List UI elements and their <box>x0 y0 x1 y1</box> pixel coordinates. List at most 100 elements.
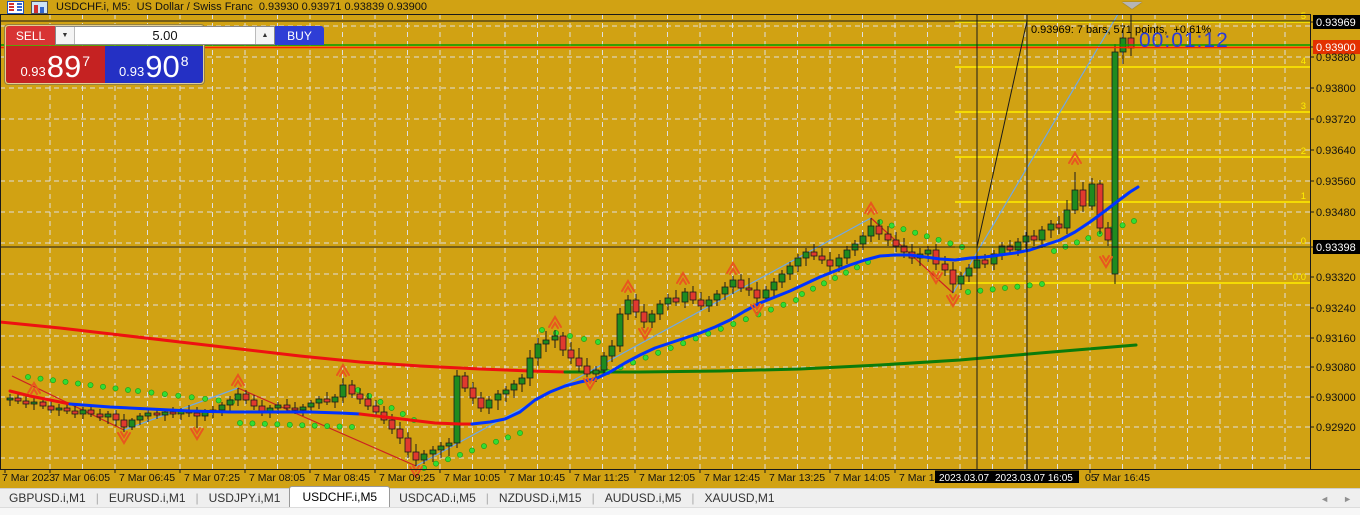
price-axis-label: 0.93560 <box>1316 176 1356 188</box>
candle <box>745 287 753 291</box>
tab-usdchf-i-m5[interactable]: USDCHF.i,M5 <box>289 486 391 508</box>
time-axis-label: 7 Mar 14:05 <box>834 472 890 484</box>
sell-price-panel[interactable]: 0.93 89 7 <box>6 46 105 83</box>
candle <box>1022 235 1030 243</box>
candle <box>826 259 834 267</box>
sar-dot <box>25 374 31 380</box>
candle <box>794 257 802 267</box>
tab-usdcad-i-m5[interactable]: USDCAD.i,M5 <box>399 491 476 505</box>
fractal-up-icon <box>1068 151 1082 165</box>
tab-usdjpy-i-m1[interactable]: USDJPY.i,M1 <box>208 491 281 505</box>
candle <box>1111 51 1119 275</box>
candle <box>1055 223 1063 229</box>
fractal-down-icon <box>946 294 960 308</box>
chart-ohlc-values: 0.93930 0.93971 0.93839 0.93900 <box>258 1 428 13</box>
candle <box>689 291 697 301</box>
tab-gbpusd-i-m1[interactable]: GBPUSD.i,M1 <box>9 491 86 505</box>
candle <box>218 404 226 411</box>
time-axis-label: 7 Mar 16:45 <box>1094 472 1150 484</box>
bar-chart-icon[interactable] <box>31 0 48 14</box>
buy-button[interactable]: BUY <box>275 26 324 45</box>
time-axis-label: 7 Mar 10:05 <box>444 472 500 484</box>
price-axis-label: 0.93080 <box>1316 362 1356 374</box>
volume-input[interactable] <box>75 27 255 44</box>
quotes-list-icon[interactable] <box>7 0 24 14</box>
sar-dot <box>399 411 406 417</box>
candle <box>802 251 810 259</box>
fractal-down-icon <box>929 271 943 285</box>
sar-dot <box>799 291 805 297</box>
sar-dot <box>730 321 737 327</box>
sar-dot <box>457 451 463 458</box>
fractal-up-icon <box>676 271 690 285</box>
fractal-up-icon <box>621 279 635 293</box>
sar-dot <box>324 423 331 430</box>
sar-dot <box>947 240 954 247</box>
candle <box>1030 235 1038 241</box>
sar-dot <box>286 421 293 428</box>
tab-xauusd-m1[interactable]: XAUUSD,M1 <box>704 491 775 505</box>
price-axis-highlight <box>1313 240 1360 254</box>
sar-dot <box>349 424 355 430</box>
candle <box>63 407 71 412</box>
time-axis-label: 7 Mar 06:05 <box>54 472 110 484</box>
time-axis-label: 7 Mar 06:45 <box>119 472 175 484</box>
sar-dot <box>469 447 475 454</box>
price-axis-label: 0.93240 <box>1316 303 1356 315</box>
volume-increase-button[interactable]: ▲ <box>255 27 274 44</box>
fractal-down-icon <box>750 303 764 317</box>
tab-scroll-left-icon[interactable]: ◄ <box>1320 494 1330 504</box>
price-axis-highlight <box>1313 40 1360 54</box>
sell-price-prefix: 0.93 <box>20 64 46 79</box>
sar-dot <box>935 236 942 243</box>
sar-dot <box>923 233 930 240</box>
candle <box>502 389 510 395</box>
sell-button[interactable]: SELL <box>6 26 55 45</box>
price-axis-label: 0.92920 <box>1316 422 1356 434</box>
candle <box>949 269 957 285</box>
level-label: 0.0 <box>1293 272 1306 283</box>
crosshair-time-label: 2023.03.07 16:05 <box>995 473 1073 484</box>
sar-dot <box>553 330 559 336</box>
candle <box>778 273 786 283</box>
zigzag-leg <box>952 13 1119 294</box>
candle <box>518 377 526 385</box>
candle <box>616 313 624 347</box>
sar-dot <box>237 420 243 426</box>
volume-decrease-button[interactable]: ▼ <box>56 27 75 44</box>
sar-dot <box>188 394 195 401</box>
tab-separator: | <box>591 491 595 505</box>
tab-scroll-right-icon[interactable]: ► <box>1343 494 1352 504</box>
sell-price-big-digits: 89 <box>46 49 82 84</box>
sar-dot <box>1002 285 1008 291</box>
tab-audusd-i-m5[interactable]: AUDUSD.i,M5 <box>604 491 682 505</box>
sar-dot <box>311 422 318 429</box>
time-axis-label: 05 <box>1085 472 1097 484</box>
sar-dot <box>517 430 523 436</box>
candle <box>79 409 87 415</box>
tab-eurusd-i-m1[interactable]: EURUSD.i,M1 <box>108 491 186 505</box>
candle <box>632 299 640 313</box>
candle <box>315 398 323 404</box>
sar-dot <box>62 378 69 385</box>
sar-dot <box>1014 283 1021 290</box>
candle <box>875 225 883 235</box>
candle <box>144 412 152 417</box>
candle <box>672 297 680 303</box>
chart-shift-marker-icon[interactable] <box>1122 2 1142 9</box>
tab-nzdusd-i-m15[interactable]: NZDUSD.i,M15 <box>498 491 582 505</box>
buy-price-panel[interactable]: 0.93 90 8 <box>104 46 203 83</box>
sar-dot <box>1051 248 1057 254</box>
candle <box>120 419 128 428</box>
price-axis-label: 0.93880 <box>1316 52 1356 64</box>
buy-price-prefix: 0.93 <box>118 64 145 79</box>
sar-dot <box>148 389 155 396</box>
candle <box>6 397 14 401</box>
candle <box>404 437 412 453</box>
sar-dot <box>680 340 687 347</box>
time-axis-label: 7 Mar 08:45 <box>314 472 370 484</box>
candle <box>307 402 315 408</box>
price-axis-label: 0.93800 <box>1316 83 1356 95</box>
